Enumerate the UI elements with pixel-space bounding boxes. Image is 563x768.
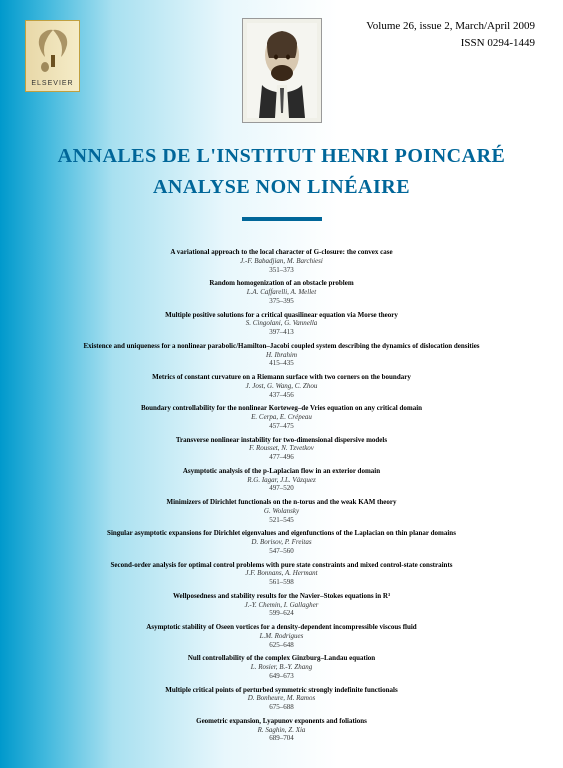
toc-title: Asymptotic analysis of the p-Laplacian f… [80, 467, 483, 476]
poincare-portrait [242, 18, 322, 123]
toc-authors: J.-Y. Chemin, I. Gallagher [80, 601, 483, 610]
toc-item: Asymptotic analysis of the p-Laplacian f… [80, 467, 483, 493]
toc-item: Transverse nonlinear instability for two… [80, 436, 483, 462]
toc-authors: D. Bonheure, M. Ramos [80, 694, 483, 703]
header-metadata: Volume 26, issue 2, March/April 2009 ISS… [366, 18, 535, 51]
toc-pages: 649–673 [80, 672, 483, 681]
toc-item: Wellposedness and stability results for … [80, 592, 483, 618]
title-underline [242, 217, 322, 221]
table-of-contents: A variational approach to the local char… [0, 248, 563, 748]
cover-page: Volume 26, issue 2, March/April 2009 ISS… [0, 0, 563, 768]
toc-item: Multiple positive solutions for a critic… [80, 311, 483, 337]
toc-item: Geometric expansion, Lyapunov exponents … [80, 717, 483, 743]
toc-authors: J.-F. Babadjian, M. Barchiesi [80, 257, 483, 266]
toc-authors: J.F. Bonnans, A. Hermant [80, 569, 483, 578]
toc-title: Minimizers of Dirichlet functionals on t… [80, 498, 483, 507]
toc-title: Existence and uniqueness for a nonlinear… [80, 342, 483, 351]
toc-pages: 599–624 [80, 609, 483, 618]
toc-authors: L.M. Rodrigues [80, 632, 483, 641]
toc-pages: 415–435 [80, 359, 483, 368]
toc-pages: 547–560 [80, 547, 483, 556]
toc-title: Null controllability of the complex Ginz… [80, 654, 483, 663]
toc-item: Random homogenization of an obstacle pro… [80, 279, 483, 305]
toc-title: Multiple positive solutions for a critic… [80, 311, 483, 320]
toc-authors: R.G. Iagar, J.L. Vázquez [80, 476, 483, 485]
toc-pages: 561–598 [80, 578, 483, 587]
toc-item: Existence and uniqueness for a nonlinear… [80, 342, 483, 368]
toc-title: Singular asymptotic expansions for Diric… [80, 529, 483, 538]
toc-title: Boundary controllability for the nonline… [80, 404, 483, 413]
toc-item: Boundary controllability for the nonline… [80, 404, 483, 430]
toc-authors: E. Cerpa, E. Crépeau [80, 413, 483, 422]
toc-title: Asymptotic stability of Oseen vortices f… [80, 623, 483, 632]
toc-authors: H. Ibrahim [80, 351, 483, 360]
toc-title: Wellposedness and stability results for … [80, 592, 483, 601]
title-line-2: ANALYSE NON LINÉAIRE [0, 176, 563, 199]
toc-pages: 397–413 [80, 328, 483, 337]
toc-item: A variational approach to the local char… [80, 248, 483, 274]
toc-title: Geometric expansion, Lyapunov exponents … [80, 717, 483, 726]
toc-item: Singular asymptotic expansions for Diric… [80, 529, 483, 555]
toc-pages: 675–688 [80, 703, 483, 712]
toc-authors: S. Cingolani, G. Vannella [80, 319, 483, 328]
toc-item: Metrics of constant curvature on a Riema… [80, 373, 483, 399]
title-line-1: ANNALES DE L'INSTITUT HENRI POINCARÉ [0, 145, 563, 168]
toc-item: Asymptotic stability of Oseen vortices f… [80, 623, 483, 649]
toc-pages: 351–373 [80, 266, 483, 275]
toc-authors: R. Saghin, Z. Xia [80, 726, 483, 735]
toc-authors: L. Rosier, B.-Y. Zhang [80, 663, 483, 672]
toc-title: Metrics of constant curvature on a Riema… [80, 373, 483, 382]
toc-authors: D. Borisov, P. Freitas [80, 538, 483, 547]
elsevier-logo: ELSEVIER [25, 20, 80, 92]
toc-title: A variational approach to the local char… [80, 248, 483, 257]
toc-item: Null controllability of the complex Ginz… [80, 654, 483, 680]
toc-title: Transverse nonlinear instability for two… [80, 436, 483, 445]
issn: ISSN 0294-1449 [366, 35, 535, 52]
toc-item: Minimizers of Dirichlet functionals on t… [80, 498, 483, 524]
toc-authors: F. Rousset, N. Tzvetkov [80, 444, 483, 453]
toc-title: Random homogenization of an obstacle pro… [80, 279, 483, 288]
volume-issue: Volume 26, issue 2, March/April 2009 [366, 18, 535, 35]
toc-item: Multiple critical points of perturbed sy… [80, 686, 483, 712]
toc-pages: 497–520 [80, 484, 483, 493]
toc-pages: 375–395 [80, 297, 483, 306]
toc-authors: L.A. Caffarelli, A. Mellet [80, 288, 483, 297]
toc-pages: 521–545 [80, 516, 483, 525]
toc-title: Second-order analysis for optimal contro… [80, 561, 483, 570]
elsevier-text: ELSEVIER [31, 80, 73, 87]
toc-pages: 625–648 [80, 641, 483, 650]
toc-title: Multiple critical points of perturbed sy… [80, 686, 483, 695]
journal-title: ANNALES DE L'INSTITUT HENRI POINCARÉ ANA… [0, 145, 563, 221]
toc-authors: G. Wolansky [80, 507, 483, 516]
toc-pages: 477–496 [80, 453, 483, 462]
toc-pages: 437–456 [80, 391, 483, 400]
toc-item: Second-order analysis for optimal contro… [80, 561, 483, 587]
toc-pages: 457–475 [80, 422, 483, 431]
toc-pages: 689–704 [80, 734, 483, 743]
toc-authors: J. Jost, G. Wang, C. Zhou [80, 382, 483, 391]
elsevier-tree-icon [33, 25, 73, 73]
